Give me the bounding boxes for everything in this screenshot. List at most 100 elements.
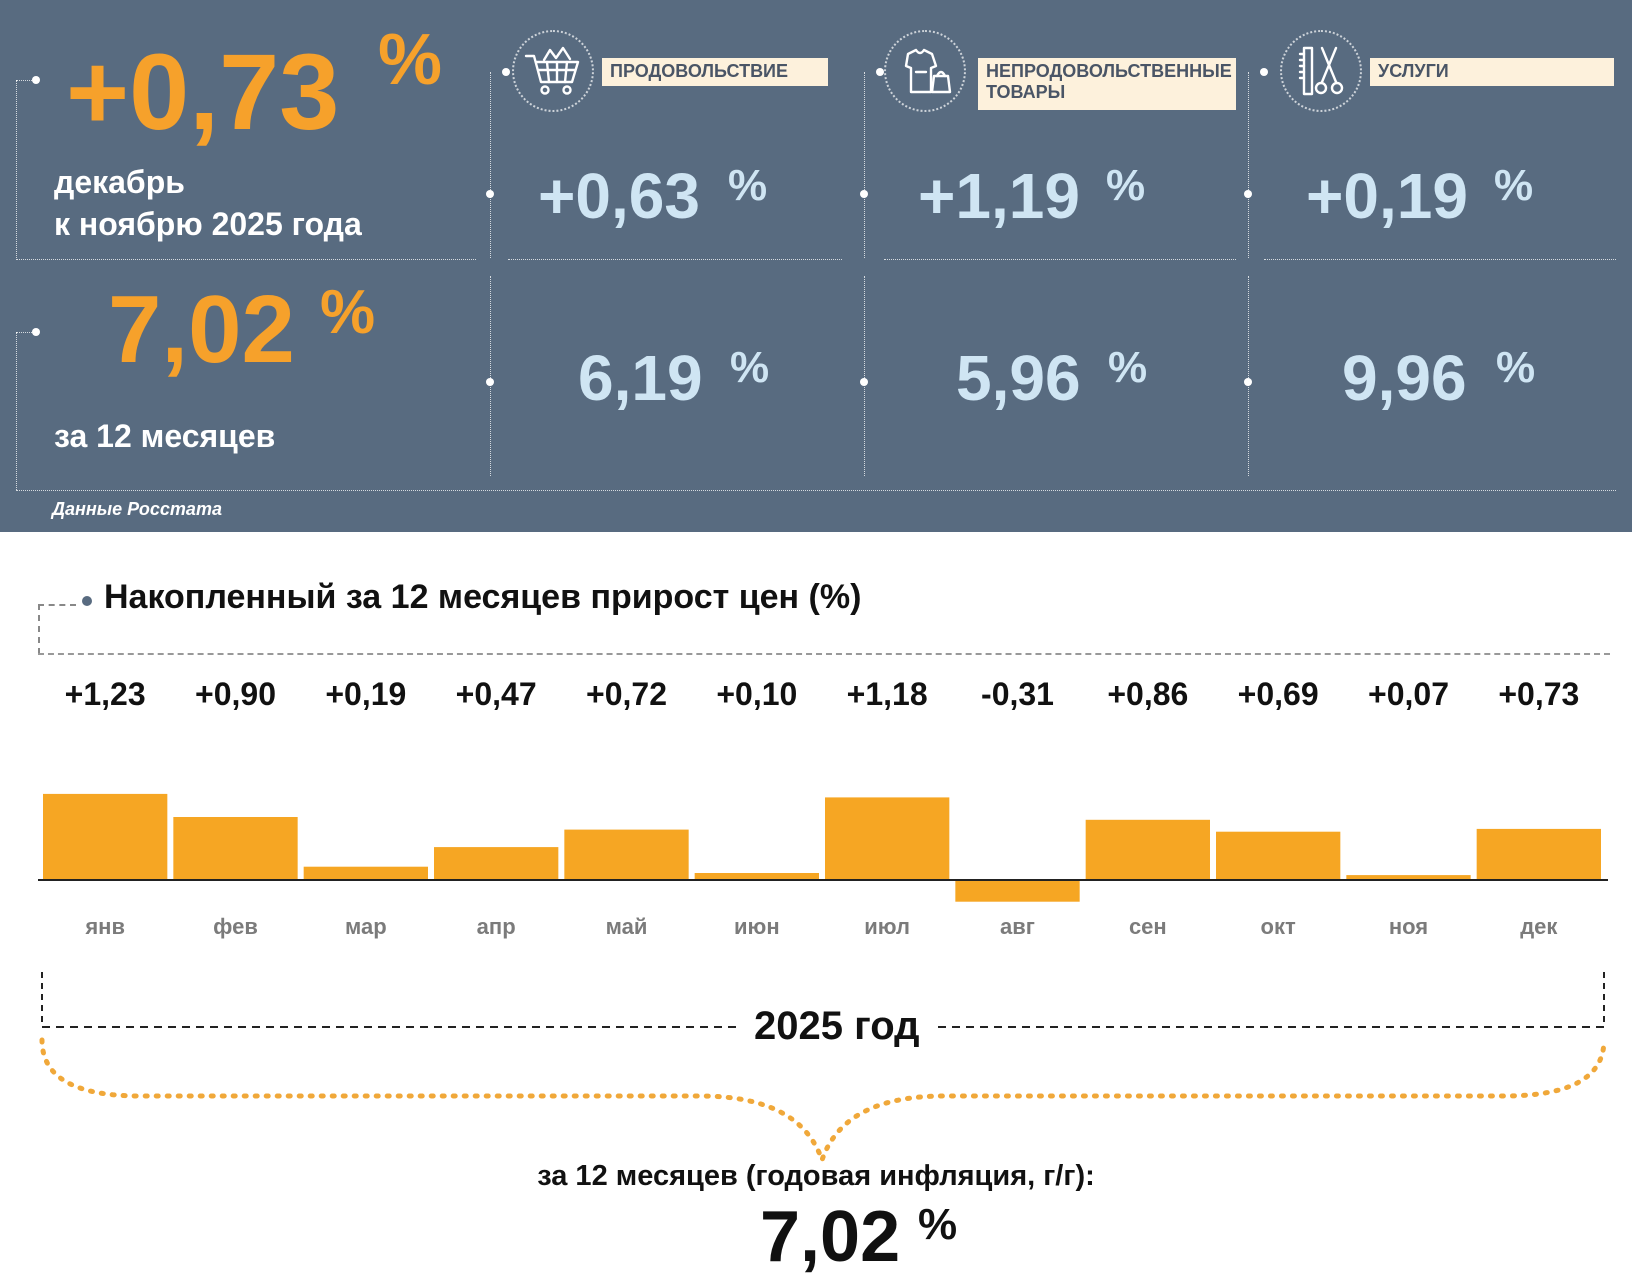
column-divider	[490, 276, 491, 476]
bar-мар	[303, 866, 428, 880]
month-label-мар: мар	[344, 914, 387, 939]
monthly-inflation-pct: %	[378, 20, 443, 100]
bar-янв	[43, 793, 168, 880]
comb-scissors-icon	[1298, 46, 1344, 96]
month-label-сен: сен	[1128, 914, 1167, 939]
connector-dot	[860, 378, 868, 386]
value-label-фев: +0,90	[195, 676, 276, 712]
divider-line	[16, 259, 476, 260]
annual-inflation-pct: %	[320, 278, 376, 347]
month-label-фев: фев	[213, 914, 258, 939]
bar-июн	[694, 873, 819, 880]
bar-июл	[825, 797, 950, 880]
food-annual-pct: %	[730, 343, 770, 392]
column-divider	[490, 72, 491, 258]
category-label-nonfood: НЕПРОДОВОЛЬСТВЕННЫЕ ТОВАРЫ	[978, 58, 1236, 110]
annual-summary-pct: %	[918, 1200, 958, 1249]
bar-дек	[1476, 828, 1601, 880]
connector-dot	[860, 190, 868, 198]
nonfood-monthly-value: +1,19	[918, 160, 1080, 232]
nonfood-annual-pct: %	[1108, 343, 1148, 392]
column-divider	[864, 276, 865, 476]
connector-dot	[32, 328, 40, 336]
annual-summary-label: за 12 месяцев (годовая инфляция, г/г):	[537, 1160, 1095, 1192]
chart-title: Накопленный за 12 месяцев прирост цен (%…	[104, 578, 862, 616]
bar-сен	[1085, 819, 1210, 880]
month-label-июн: июн	[734, 914, 780, 939]
bar-апр	[434, 847, 559, 880]
connector-dot	[502, 68, 510, 76]
connector-dot	[1244, 190, 1252, 198]
annual-inflation-value: 7,02	[108, 276, 295, 383]
divider-line	[884, 259, 1236, 260]
year-label: 2025 год	[736, 1004, 938, 1049]
value-label-июн: +0,10	[716, 676, 798, 712]
value-label-авг: -0,31	[981, 676, 1054, 712]
month-label-окт: окт	[1260, 914, 1296, 939]
month-label-ноя: ноя	[1388, 914, 1429, 939]
month-label-июл: июл	[864, 914, 911, 939]
monthly-label-line2: к ноябрю 2025 года	[54, 206, 362, 242]
value-label-дек: +0,73	[1498, 676, 1580, 712]
value-label-янв: +1,23	[64, 676, 146, 712]
connector-dot	[1260, 68, 1268, 76]
divider-line	[508, 259, 842, 260]
value-label-ноя: +0,07	[1368, 676, 1449, 712]
value-label-окт: +0,69	[1237, 676, 1319, 712]
bar-авг	[955, 880, 1080, 902]
connector-line	[16, 332, 34, 333]
shopping-cart-icon	[524, 46, 580, 95]
annual-label: за 12 месяцев	[54, 418, 276, 454]
connector-dot	[876, 68, 884, 76]
value-label-июл: +1,18	[846, 676, 928, 712]
category-label-nonfood-line1: НЕПРОДОВОЛЬСТВЕННЫЕ	[986, 61, 1232, 81]
monthly-label-line1: декабрь	[54, 164, 185, 200]
month-label-дек: дек	[1520, 914, 1558, 939]
value-label-май: +0,72	[586, 676, 667, 712]
clothes-bag-icon-circle	[884, 30, 966, 112]
shopping-cart-icon-circle	[512, 30, 594, 112]
category-label-food: ПРОДОВОЛЬСТВИЕ	[602, 58, 828, 86]
value-label-апр: +0,47	[455, 676, 537, 712]
column-divider	[864, 72, 865, 258]
value-label-сен: +0,86	[1107, 676, 1189, 712]
food-annual-value: 6,19	[578, 342, 703, 414]
nonfood-annual-value: 5,96	[956, 342, 1081, 414]
month-label-апр: апр	[476, 914, 516, 939]
connector-line	[16, 80, 34, 81]
services-annual-value: 9,96	[1342, 342, 1467, 414]
nonfood-monthly-pct: %	[1106, 161, 1146, 210]
clothes-bag-icon	[904, 48, 952, 94]
connector-line	[16, 332, 17, 490]
comb-scissors-icon-circle	[1280, 30, 1362, 112]
food-monthly-pct: %	[728, 161, 768, 210]
services-monthly-pct: %	[1494, 161, 1534, 210]
month-label-янв: янв	[85, 914, 125, 939]
data-source: Данные Росстата	[52, 499, 222, 519]
connector-dot	[486, 378, 494, 386]
summary-panel: +0,73 % декабрь к ноябрю 2025 года 7,02 …	[0, 0, 1632, 532]
annual-summary-value: 7,02	[760, 1197, 901, 1277]
bar-ноя	[1346, 875, 1471, 880]
connector-dot	[1244, 378, 1252, 386]
column-divider	[1248, 72, 1249, 258]
food-monthly-value: +0,63	[538, 160, 700, 232]
bar-фев	[173, 817, 298, 880]
column-divider	[1248, 276, 1249, 476]
connector-dot	[486, 190, 494, 198]
category-label-nonfood-line2: ТОВАРЫ	[986, 82, 1066, 102]
services-annual-pct: %	[1496, 343, 1536, 392]
connector-dot	[32, 76, 40, 84]
monthly-inflation-value: +0,73	[66, 31, 340, 152]
title-dot	[82, 596, 92, 606]
connector-line	[16, 80, 17, 258]
services-monthly-value: +0,19	[1306, 160, 1468, 232]
title-underline	[38, 653, 1610, 655]
divider-line	[1264, 259, 1616, 260]
title-connector	[38, 604, 76, 654]
category-label-services: УСЛУГИ	[1370, 58, 1614, 86]
bar-май	[564, 829, 689, 880]
month-label-май: май	[605, 914, 648, 939]
value-label-мар: +0,19	[325, 676, 407, 712]
divider-line	[16, 490, 1616, 491]
